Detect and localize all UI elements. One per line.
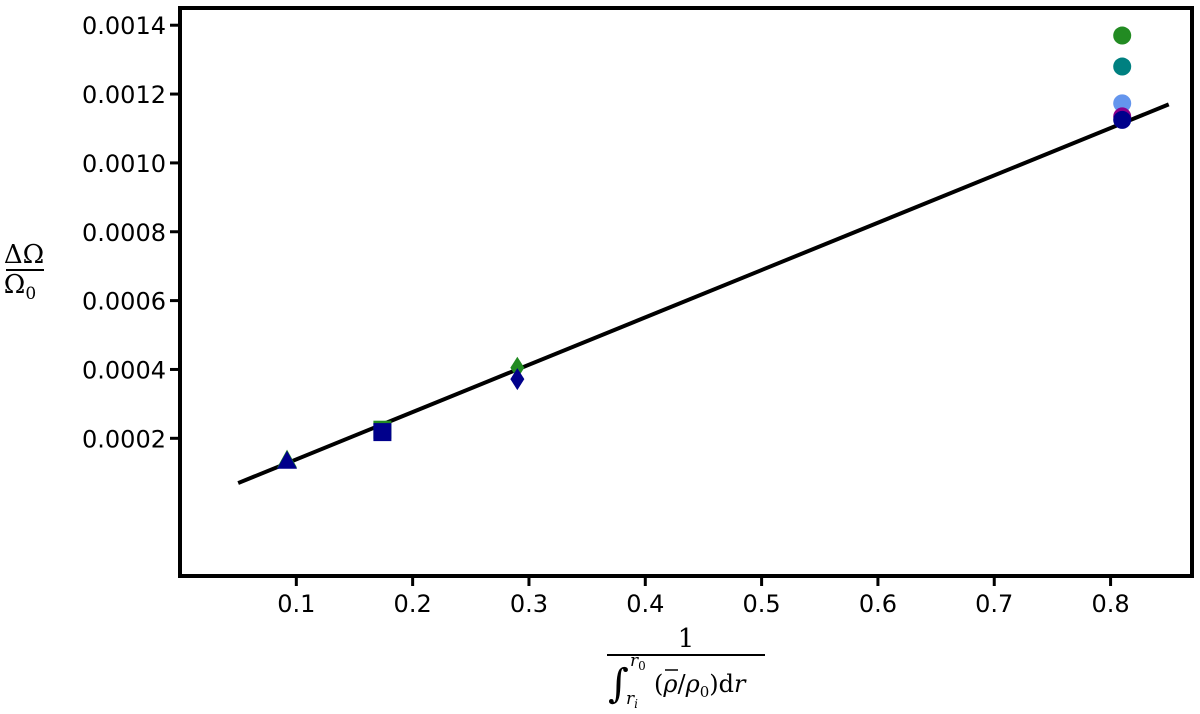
x-label-open-paren: ( (654, 670, 663, 698)
fit-line (237, 102, 1170, 485)
x-label-upper-limit-sub: 0 (638, 659, 646, 673)
svg-text:ri: ri (626, 689, 638, 711)
x-label-close-d: )d (709, 670, 734, 698)
y-label-numerator: ΔΩ (4, 240, 44, 270)
circle-marker (1113, 57, 1132, 76)
x-tick-label: 0.7 (975, 590, 1013, 618)
x-tick-label: 0.5 (743, 590, 781, 618)
x-label-rho-sub: 0 (700, 683, 710, 701)
y-tick-label: 0.0006 (82, 288, 166, 316)
triangle-marker (277, 450, 298, 469)
svg-text:r0: r0 (630, 651, 646, 673)
y-tick-label: 0.0010 (82, 150, 166, 178)
y-tick-label: 0.0014 (82, 12, 166, 40)
x-label-slash: / (677, 670, 686, 698)
x-tick-label: 0.6 (859, 590, 897, 618)
y-tick-label: 0.0004 (82, 356, 166, 384)
y-axis-label: ΔΩ Ω0 (4, 240, 44, 304)
x-label-numerator: 1 (678, 624, 695, 654)
x-tick-label: 0.2 (394, 590, 432, 618)
y-tick-label: 0.0012 (82, 81, 166, 109)
diamond-marker (510, 368, 525, 391)
x-label-integral-sign: ∫ (608, 661, 629, 707)
x-label-rho: ρ (685, 670, 700, 698)
x-tick-label: 0.4 (626, 590, 664, 618)
x-tick-label: 0.8 (1091, 590, 1129, 618)
y-tick-label: 0.0002 (82, 425, 166, 453)
svg-text:(ρ/ρ0)dr: (ρ/ρ0)dr (654, 670, 747, 701)
circle-marker (1113, 110, 1132, 129)
x-tick-label: 0.1 (277, 590, 315, 618)
x-label-lower-limit: r (626, 689, 635, 709)
x-label-rho-bar: ρ (662, 670, 677, 698)
svg-text:Ω0: Ω0 (4, 270, 36, 304)
x-axis-label: 1 ∫ r0 ri (ρ/ρ0)dr (607, 624, 765, 711)
x-label-var: r (734, 670, 747, 698)
x-label-upper-limit: r (630, 651, 639, 671)
square-marker (373, 423, 392, 442)
axis-ticks: 0.1 0.2 0.3 0.4 0.5 0.6 0.7 0.8 0.0002 0.0004 0.00… (82, 12, 1130, 618)
x-label-lower-limit-sub: i (634, 697, 638, 711)
axes-frame (178, 6, 1194, 578)
y-tick-label: 0.0008 (82, 219, 166, 247)
x-tick-label: 0.3 (510, 590, 548, 618)
circle-marker (1113, 26, 1132, 45)
plot-area (237, 26, 1170, 485)
y-label-denominator: Ω (4, 270, 26, 300)
diamond-marker (510, 356, 525, 379)
y-label-denominator-sub: 0 (25, 284, 36, 304)
circle-marker (1113, 94, 1132, 113)
